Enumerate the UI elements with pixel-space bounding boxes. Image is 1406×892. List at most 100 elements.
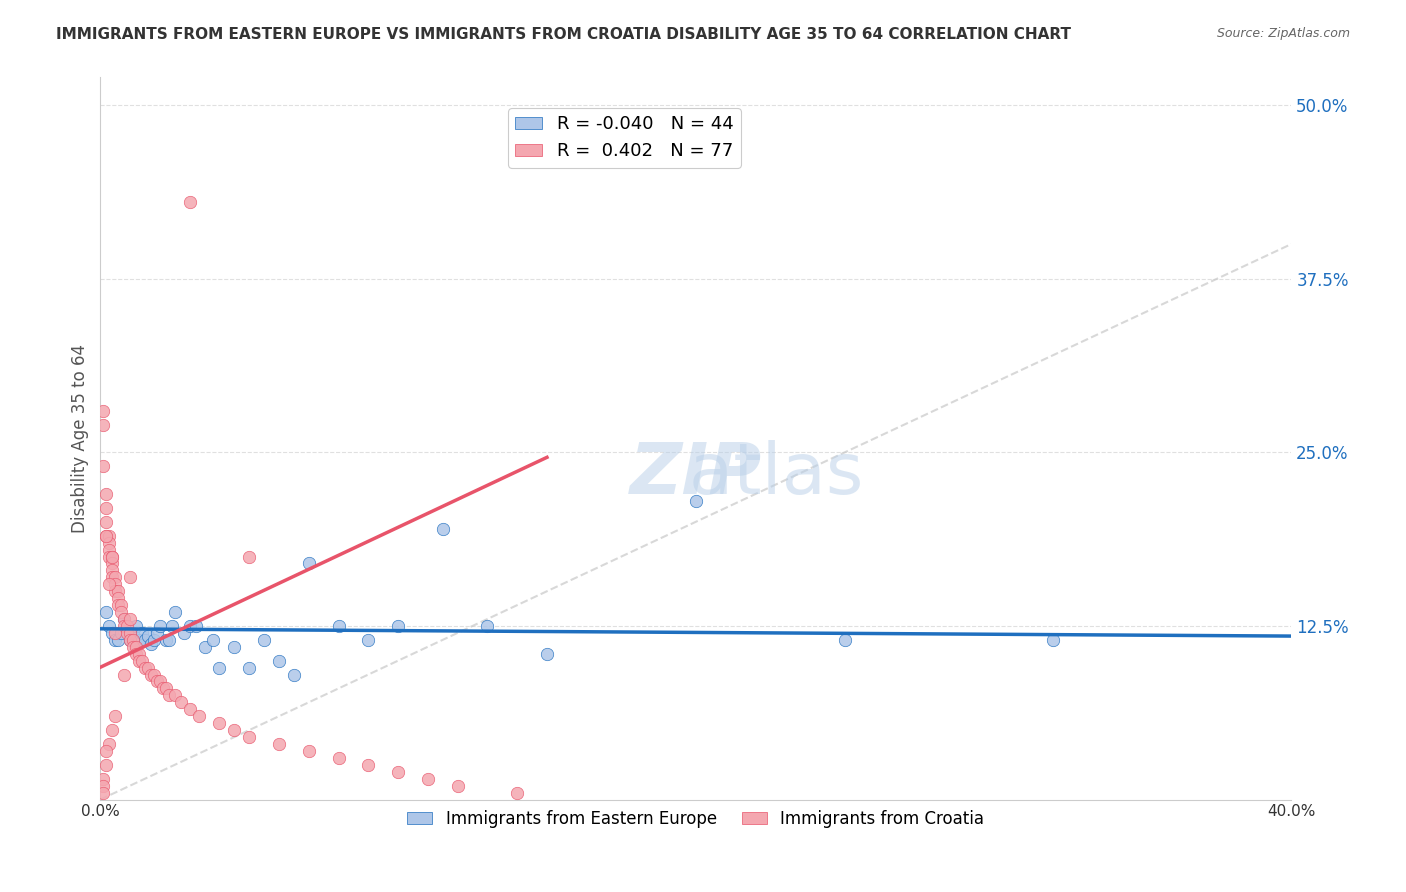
Point — [477, 619, 499, 633]
Point — [136, 629, 159, 643]
Point — [101, 723, 124, 737]
Point — [110, 605, 132, 619]
Point — [157, 632, 180, 647]
Point — [128, 632, 150, 647]
Point — [125, 640, 148, 654]
Point — [98, 577, 121, 591]
Point — [387, 619, 409, 633]
Point — [96, 529, 118, 543]
Point — [91, 417, 114, 432]
Point — [152, 681, 174, 696]
Point — [149, 619, 172, 633]
Point — [238, 549, 260, 564]
Point — [224, 640, 246, 654]
Point — [96, 500, 118, 515]
Point — [120, 632, 142, 647]
Point — [96, 515, 118, 529]
Point — [142, 632, 165, 647]
Point — [224, 723, 246, 737]
Point — [104, 577, 127, 591]
Point — [155, 632, 177, 647]
Point — [98, 535, 121, 549]
Point — [110, 626, 132, 640]
Point — [101, 626, 124, 640]
Point — [120, 632, 142, 647]
Text: IMMIGRANTS FROM EASTERN EUROPE VS IMMIGRANTS FROM CROATIA DISABILITY AGE 35 TO 6: IMMIGRANTS FROM EASTERN EUROPE VS IMMIGR… — [56, 27, 1071, 42]
Point — [104, 709, 127, 723]
Point — [96, 757, 118, 772]
Point — [98, 737, 121, 751]
Point — [122, 626, 145, 640]
Point — [128, 647, 150, 661]
Point — [163, 605, 186, 619]
Point — [387, 764, 409, 779]
Point — [91, 459, 114, 474]
Point — [104, 570, 127, 584]
Point — [1042, 632, 1064, 647]
Point — [107, 591, 129, 606]
Text: Source: ZipAtlas.com: Source: ZipAtlas.com — [1216, 27, 1350, 40]
Point — [122, 640, 145, 654]
Point — [163, 689, 186, 703]
Point — [112, 667, 135, 681]
Point — [357, 632, 380, 647]
Point — [134, 660, 156, 674]
Point — [98, 549, 121, 564]
Point — [120, 570, 142, 584]
Point — [536, 647, 558, 661]
Point — [128, 654, 150, 668]
Text: ZIP: ZIP — [630, 440, 762, 509]
Point — [104, 632, 127, 647]
Point — [160, 619, 183, 633]
Point — [120, 626, 142, 640]
Point — [96, 529, 118, 543]
Point — [112, 612, 135, 626]
Point — [298, 744, 321, 758]
Point — [432, 522, 454, 536]
Point — [110, 598, 132, 612]
Point — [131, 654, 153, 668]
Point — [179, 619, 201, 633]
Point — [328, 619, 350, 633]
Point — [91, 403, 114, 417]
Point — [134, 632, 156, 647]
Point — [173, 626, 195, 640]
Point — [96, 744, 118, 758]
Point — [208, 660, 231, 674]
Point — [101, 557, 124, 571]
Point — [139, 637, 162, 651]
Point — [179, 195, 201, 210]
Point — [98, 619, 121, 633]
Point — [112, 619, 135, 633]
Point — [115, 619, 138, 633]
Point — [238, 660, 260, 674]
Point — [506, 786, 529, 800]
Point — [184, 619, 207, 633]
Point — [131, 626, 153, 640]
Point — [136, 660, 159, 674]
Point — [142, 667, 165, 681]
Legend: Immigrants from Eastern Europe, Immigrants from Croatia: Immigrants from Eastern Europe, Immigran… — [401, 803, 991, 835]
Point — [267, 737, 290, 751]
Point — [208, 716, 231, 731]
Point — [104, 626, 127, 640]
Point — [187, 709, 209, 723]
Point — [146, 626, 169, 640]
Point — [834, 632, 856, 647]
Y-axis label: Disability Age 35 to 64: Disability Age 35 to 64 — [72, 344, 89, 533]
Point — [98, 542, 121, 557]
Point — [107, 632, 129, 647]
Point — [149, 674, 172, 689]
Point — [157, 689, 180, 703]
Point — [122, 632, 145, 647]
Point — [146, 674, 169, 689]
Point — [416, 772, 439, 786]
Point — [155, 681, 177, 696]
Point — [357, 757, 380, 772]
Point — [96, 487, 118, 501]
Point — [96, 605, 118, 619]
Point — [253, 632, 276, 647]
Point — [101, 563, 124, 577]
Point — [101, 549, 124, 564]
Point — [446, 779, 468, 793]
